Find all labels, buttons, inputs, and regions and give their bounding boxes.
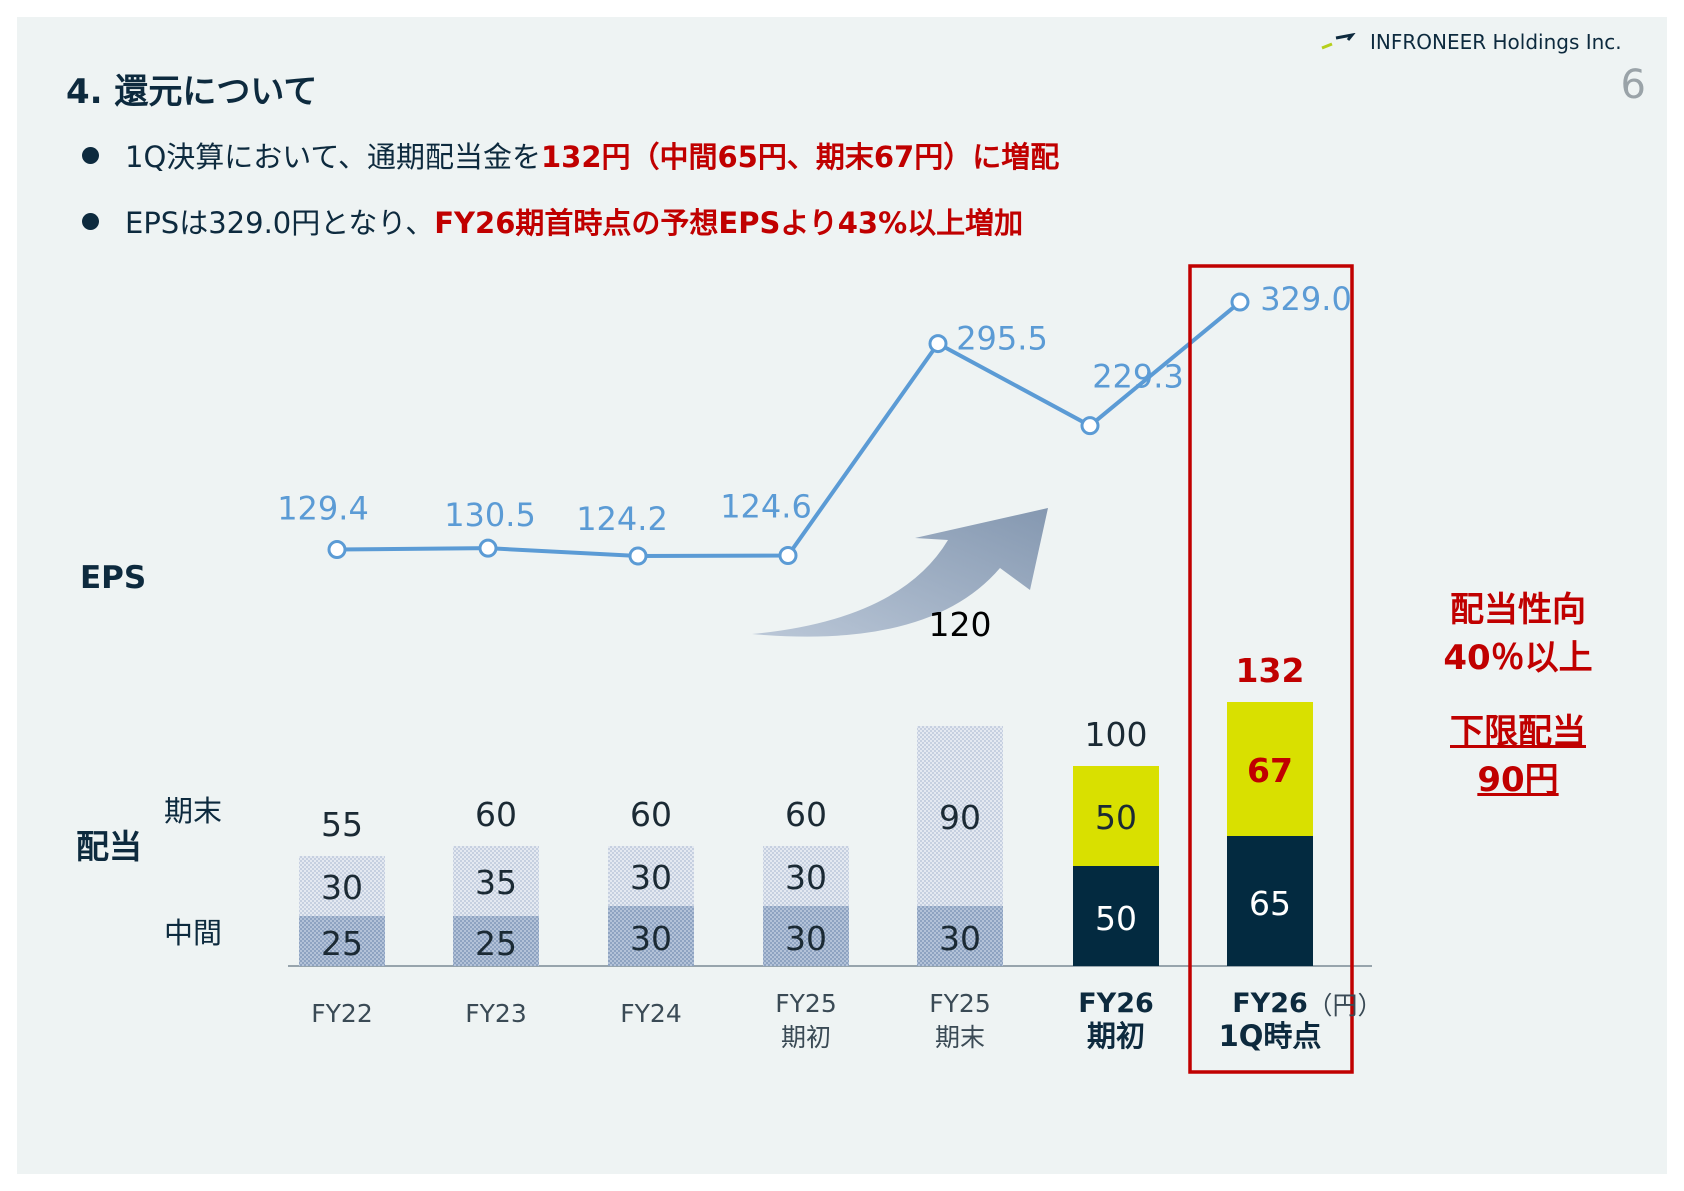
eps-point bbox=[1080, 416, 1100, 436]
unit-label: （円） bbox=[1307, 991, 1382, 1020]
bar-interim bbox=[299, 916, 385, 966]
eps-point bbox=[478, 538, 498, 558]
eps-row-label: EPS bbox=[80, 560, 147, 596]
eps-value-label: 124.6 bbox=[720, 487, 812, 525]
year-end-value-label: 30 bbox=[321, 868, 363, 907]
page-number: 6 bbox=[1620, 62, 1646, 108]
year-end-value-label: 90 bbox=[939, 798, 981, 837]
year-end-value-label: 30 bbox=[630, 858, 672, 897]
x-tick-label: FY26 bbox=[1078, 988, 1154, 1019]
growth-arrow-icon bbox=[752, 508, 1048, 637]
eps-point bbox=[327, 540, 347, 560]
bar-year-end bbox=[1073, 766, 1159, 866]
x-tick-label: FY25 bbox=[929, 989, 990, 1018]
bullet-2-text: EPSは329.0円となり、 bbox=[125, 206, 435, 240]
bullet-1-text: 1Q決算において、通期配当金を bbox=[125, 140, 541, 174]
bar-year-end bbox=[1227, 702, 1313, 836]
bullet-2: EPSは329.0円となり、 FY26期首時点の予想EPSより43%以上増加 bbox=[82, 200, 1023, 242]
eps-point bbox=[928, 334, 948, 354]
eps-value-label: 130.5 bbox=[444, 496, 536, 534]
x-tick-label: 期初 bbox=[781, 1023, 831, 1052]
note-line-1: 配当性向 bbox=[1450, 590, 1586, 630]
bar-interim bbox=[453, 916, 539, 966]
eps-point bbox=[1230, 292, 1250, 312]
total-value-label: 60 bbox=[630, 795, 672, 834]
company-logo: INFRONEER Holdings Inc. bbox=[1320, 30, 1622, 54]
total-value-label: 60 bbox=[785, 795, 827, 834]
year-end-value-label: 30 bbox=[785, 858, 827, 897]
dividend-row-label: 配当 bbox=[76, 827, 142, 866]
bar-year-end bbox=[917, 726, 1003, 906]
logo-mark-icon bbox=[1321, 33, 1356, 50]
company-name: INFRONEER Holdings Inc. bbox=[1370, 30, 1622, 54]
interim-value-label: 50 bbox=[1095, 899, 1137, 938]
x-tick-label: 期初 bbox=[1087, 1019, 1145, 1053]
total-value-label: 132 bbox=[1236, 651, 1305, 690]
bullet-dot bbox=[82, 212, 99, 230]
year-end-value-label: 50 bbox=[1095, 798, 1137, 837]
eps-value-label: 329.0 bbox=[1260, 280, 1352, 318]
interim-label: 中間 bbox=[164, 916, 223, 950]
eps-point bbox=[628, 546, 648, 566]
eps-value-label: 124.2 bbox=[576, 500, 668, 538]
x-tick-label: FY24 bbox=[620, 999, 681, 1028]
x-tick-label: 1Q時点 bbox=[1219, 1019, 1322, 1053]
interim-value-label: 25 bbox=[321, 924, 363, 963]
total-value-label: 100 bbox=[1085, 715, 1148, 754]
slide bbox=[17, 17, 1667, 1174]
interim-value-label: 65 bbox=[1249, 884, 1291, 923]
x-tick-label: FY26 bbox=[1232, 988, 1308, 1019]
x-tick-label: FY25 bbox=[775, 989, 836, 1018]
bullet-1-highlight: 132円（中間65円、期末67円）に増配 bbox=[540, 140, 1060, 174]
highlight-frame bbox=[1188, 264, 1354, 1074]
interim-value-label: 30 bbox=[630, 919, 672, 958]
bar-interim bbox=[608, 906, 694, 966]
year-end-value-label: 35 bbox=[475, 863, 517, 902]
bar-interim bbox=[1227, 836, 1313, 966]
note-line-3: 下限配当 bbox=[1450, 712, 1586, 752]
bar-year-end bbox=[608, 846, 694, 906]
bar-year-end bbox=[453, 846, 539, 916]
eps-value-label: 229.3 bbox=[1092, 358, 1184, 396]
interim-value-label: 30 bbox=[939, 919, 981, 958]
note-line-2: 40％以上 bbox=[1443, 638, 1593, 678]
note-line-4: 90円 bbox=[1477, 760, 1559, 800]
eps-value-label: 129.4 bbox=[277, 490, 369, 528]
interim-value-label: 30 bbox=[785, 919, 827, 958]
interim-value-label: 25 bbox=[475, 924, 517, 963]
bar-year-end bbox=[299, 856, 385, 916]
eps-value-label: 295.5 bbox=[956, 320, 1048, 358]
x-tick-label: 期末 bbox=[935, 1023, 985, 1052]
total-value-label: 120 bbox=[929, 605, 992, 644]
payout-note: 配当性向 40％以上 下限配当 90円 bbox=[1418, 586, 1618, 804]
bullet-2-highlight: FY26期首時点の予想EPSより43%以上増加 bbox=[434, 206, 1024, 240]
bullet-1: 1Q決算において、通期配当金を 132円（中間65円、期末67円）に増配 bbox=[82, 134, 1059, 176]
year-end-label: 期末 bbox=[164, 794, 223, 828]
page-title: 4. 還元について bbox=[66, 72, 318, 112]
eps-point bbox=[778, 545, 798, 565]
bullet-dot bbox=[82, 146, 99, 164]
bar-year-end bbox=[763, 846, 849, 906]
year-end-value-label: 67 bbox=[1247, 751, 1293, 790]
x-tick-label: FY22 bbox=[311, 999, 372, 1028]
bar-interim bbox=[763, 906, 849, 966]
bar-interim bbox=[917, 906, 1003, 966]
total-value-label: 60 bbox=[475, 795, 517, 834]
bar-interim bbox=[1073, 866, 1159, 966]
total-value-label: 55 bbox=[321, 805, 363, 844]
x-tick-label: FY23 bbox=[465, 999, 526, 1028]
